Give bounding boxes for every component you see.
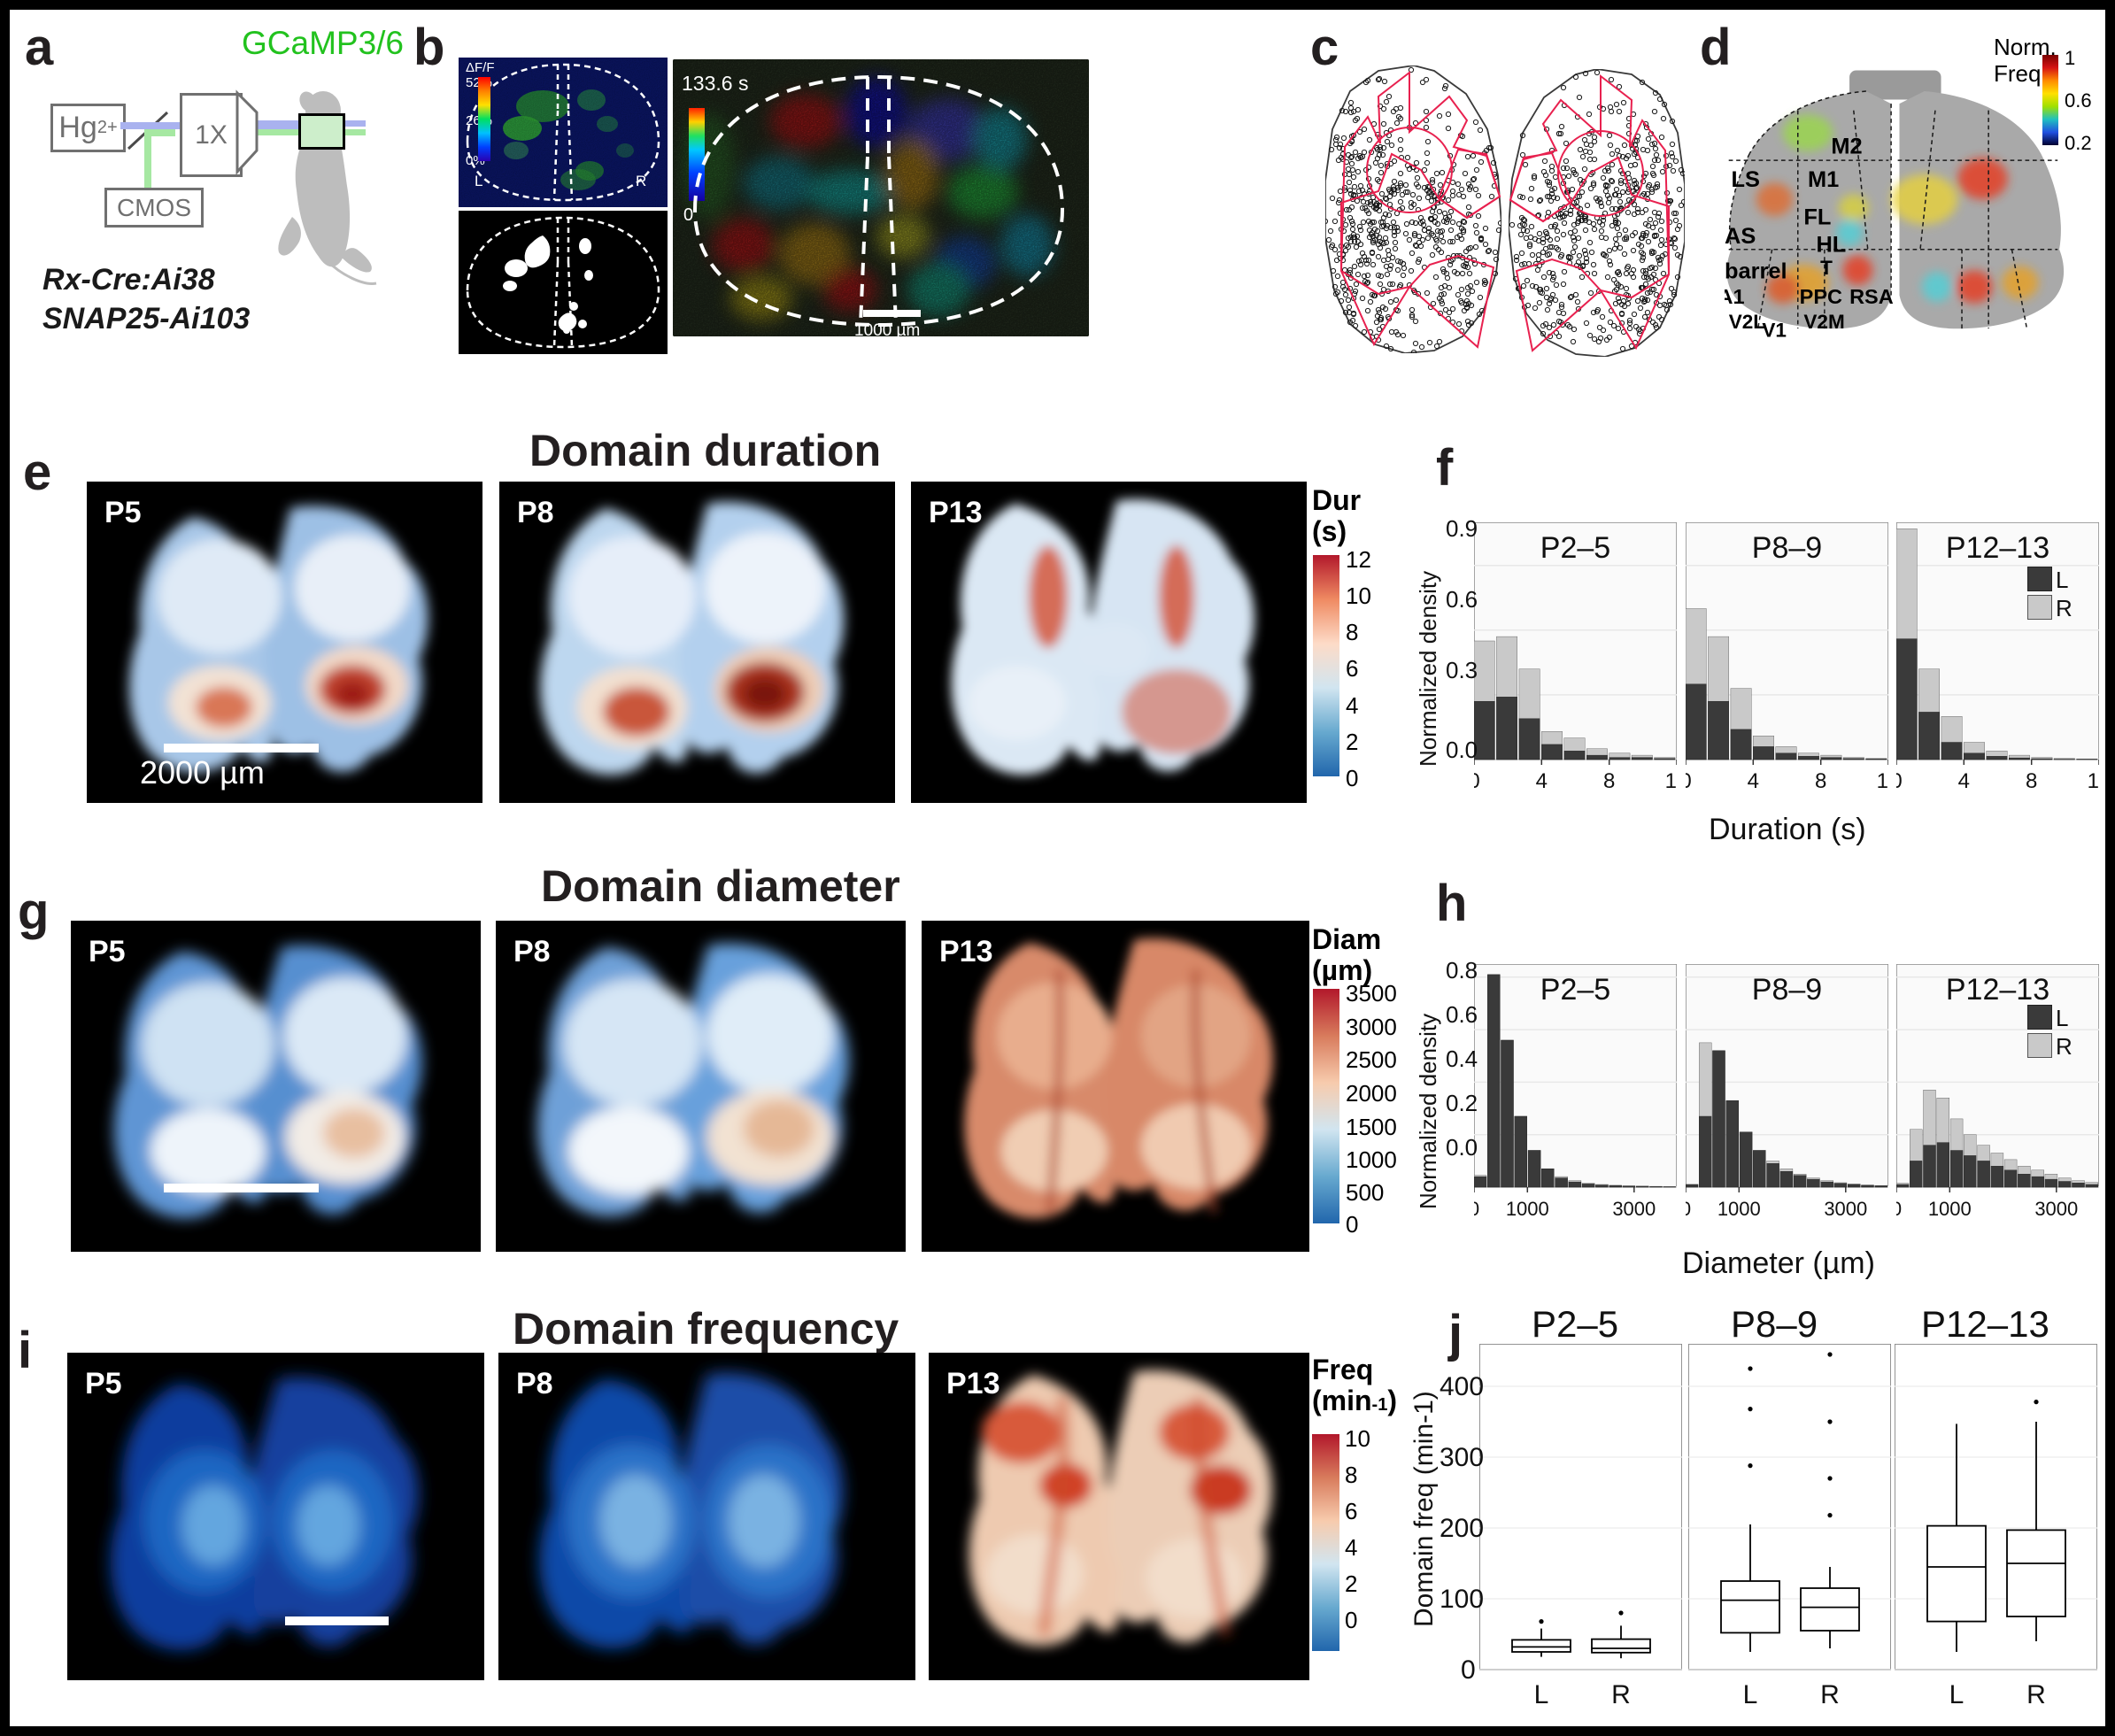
svg-text:4: 4	[1748, 769, 1759, 793]
svg-text:P12–13: P12–13	[1946, 531, 2049, 565]
svg-text:P2–5: P2–5	[1540, 973, 1610, 1007]
svg-text:0: 0	[1474, 769, 1480, 793]
svg-text:P8–9: P8–9	[1752, 531, 1822, 565]
svg-text:133.6 s: 133.6 s	[682, 72, 748, 95]
svg-text:8: 8	[1603, 769, 1615, 793]
svg-text:M1: M1	[1808, 167, 1839, 192]
svg-text:PPC: PPC	[1800, 285, 1842, 308]
svg-text:M2: M2	[1831, 135, 1862, 159]
svg-text:P8–9: P8–9	[1752, 973, 1822, 1007]
svg-text:L: L	[1743, 1680, 1758, 1709]
svg-text:0: 0	[1686, 1198, 1691, 1220]
svg-text:V2L: V2L	[1729, 311, 1766, 333]
svg-text:A1: A1	[1725, 285, 1745, 308]
svg-text:1000: 1000	[1506, 1198, 1549, 1220]
svg-text:4: 4	[1536, 769, 1548, 793]
svg-text:8: 8	[1815, 769, 1826, 793]
svg-text:RSA: RSA	[1849, 285, 1894, 308]
svg-text:R: R	[1820, 1680, 1840, 1709]
svg-text:P12–13: P12–13	[1946, 973, 2049, 1007]
svg-text:L: L	[1949, 1680, 1964, 1709]
svg-text:HL: HL	[1816, 233, 1846, 258]
svg-text:1000 µm: 1000 µm	[854, 321, 920, 336]
svg-text:L: L	[1534, 1680, 1549, 1709]
svg-text:1000: 1000	[1717, 1198, 1761, 1220]
svg-text:1000: 1000	[1928, 1198, 1972, 1220]
svg-text:0: 0	[1686, 769, 1692, 793]
svg-text:LS: LS	[1732, 167, 1760, 192]
svg-text:8: 8	[2026, 769, 2037, 793]
svg-text:12: 12	[1665, 769, 1677, 793]
svg-text:0: 0	[683, 205, 693, 225]
svg-text:3000: 3000	[2034, 1198, 2078, 1220]
svg-text:R: R	[1611, 1680, 1631, 1709]
svg-text:AS: AS	[1725, 224, 1756, 249]
svg-text:0: 0	[1896, 769, 1903, 793]
svg-text:V2M: V2M	[1803, 311, 1844, 333]
svg-text:V1: V1	[1762, 319, 1787, 341]
svg-text:12: 12	[2088, 769, 2099, 793]
svg-text:R: R	[2026, 1680, 2046, 1709]
svg-text:4: 4	[1958, 769, 1970, 793]
svg-text:P2–5: P2–5	[1540, 531, 1610, 565]
svg-text:barrel: barrel	[1725, 259, 1787, 284]
svg-text:0: 0	[1896, 1198, 1902, 1220]
svg-text:FL: FL	[1803, 205, 1831, 230]
svg-text:T: T	[1820, 257, 1833, 279]
svg-text:0: 0	[1474, 1198, 1479, 1220]
svg-text:12: 12	[1877, 769, 1888, 793]
svg-text:3000: 3000	[1824, 1198, 1867, 1220]
svg-text:3000: 3000	[1612, 1198, 1656, 1220]
